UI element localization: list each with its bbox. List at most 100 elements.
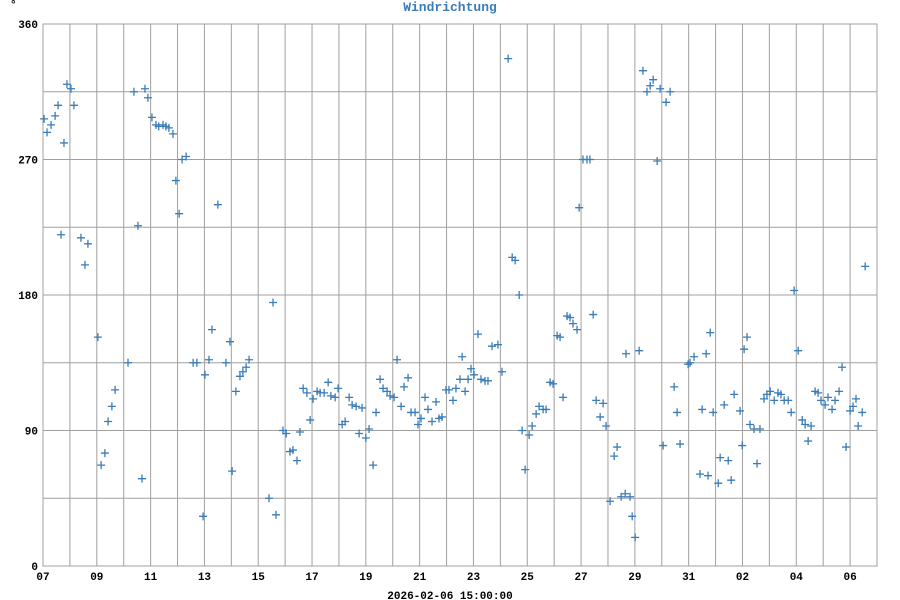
x-tick-label: 23 bbox=[467, 572, 481, 584]
point bbox=[345, 393, 354, 402]
point bbox=[192, 358, 201, 367]
point bbox=[610, 452, 619, 461]
point bbox=[204, 355, 213, 364]
y-tick-label: 270 bbox=[18, 156, 38, 168]
point bbox=[596, 412, 605, 421]
point bbox=[288, 446, 297, 455]
point bbox=[631, 533, 640, 542]
point bbox=[76, 233, 85, 242]
point bbox=[770, 396, 779, 405]
x-tick-label: 17 bbox=[305, 572, 318, 584]
point bbox=[613, 443, 622, 452]
point bbox=[326, 391, 335, 400]
point bbox=[107, 402, 116, 411]
point bbox=[171, 176, 180, 185]
point bbox=[649, 75, 658, 84]
point bbox=[469, 370, 478, 379]
x-tick-label: 07 bbox=[36, 572, 49, 584]
point bbox=[228, 467, 237, 476]
point bbox=[271, 510, 280, 519]
point bbox=[411, 408, 420, 417]
point bbox=[621, 489, 630, 498]
point bbox=[80, 260, 89, 269]
point bbox=[397, 402, 406, 411]
point bbox=[476, 375, 485, 384]
point bbox=[653, 157, 662, 166]
point bbox=[573, 325, 582, 334]
point bbox=[93, 333, 102, 342]
point bbox=[787, 408, 796, 417]
point bbox=[54, 101, 63, 110]
point bbox=[269, 298, 278, 307]
point bbox=[348, 400, 357, 409]
point bbox=[807, 421, 816, 430]
point bbox=[599, 399, 608, 408]
x-tick-label: 29 bbox=[628, 572, 641, 584]
point bbox=[760, 394, 769, 403]
point bbox=[379, 384, 388, 393]
point bbox=[861, 262, 870, 271]
point bbox=[743, 333, 752, 342]
point bbox=[528, 421, 537, 430]
point bbox=[831, 396, 840, 405]
point bbox=[111, 385, 120, 394]
point bbox=[656, 84, 665, 93]
point bbox=[464, 375, 473, 384]
point bbox=[798, 415, 807, 424]
point bbox=[69, 101, 78, 110]
point bbox=[421, 393, 430, 402]
point bbox=[432, 397, 441, 406]
point bbox=[376, 375, 385, 384]
point bbox=[521, 465, 530, 474]
point bbox=[542, 405, 551, 414]
chart-title: Windrichtung bbox=[403, 0, 497, 15]
point bbox=[617, 492, 626, 501]
point bbox=[104, 417, 113, 426]
point bbox=[842, 443, 851, 452]
point bbox=[585, 155, 594, 164]
point bbox=[835, 387, 844, 396]
point bbox=[714, 479, 723, 488]
point bbox=[51, 111, 60, 120]
point bbox=[264, 494, 273, 503]
point bbox=[458, 352, 467, 361]
point bbox=[727, 476, 736, 485]
point bbox=[242, 363, 251, 372]
point bbox=[390, 393, 399, 402]
point bbox=[200, 370, 209, 379]
point bbox=[559, 393, 568, 402]
point bbox=[854, 421, 863, 430]
point bbox=[686, 358, 695, 367]
point bbox=[602, 421, 611, 430]
point bbox=[804, 437, 813, 446]
point bbox=[292, 456, 301, 465]
point bbox=[858, 408, 867, 417]
point bbox=[57, 230, 66, 239]
point bbox=[670, 382, 679, 391]
point bbox=[666, 87, 675, 96]
point bbox=[525, 431, 534, 440]
point bbox=[164, 123, 173, 132]
x-tick-label: 06 bbox=[843, 572, 856, 584]
point bbox=[621, 349, 630, 358]
point bbox=[589, 310, 598, 319]
point bbox=[59, 138, 68, 147]
y-tick-label: 360 bbox=[18, 20, 38, 32]
point bbox=[245, 355, 254, 364]
point bbox=[231, 387, 240, 396]
point bbox=[133, 221, 142, 230]
point bbox=[444, 385, 453, 394]
point bbox=[138, 474, 147, 483]
point bbox=[716, 453, 725, 462]
point bbox=[515, 291, 524, 299]
point bbox=[511, 256, 520, 265]
point bbox=[154, 122, 163, 131]
point bbox=[673, 408, 682, 417]
point bbox=[662, 98, 671, 107]
point bbox=[821, 400, 830, 409]
point bbox=[738, 441, 747, 450]
point bbox=[646, 81, 655, 90]
x-tick-label: 21 bbox=[413, 572, 427, 584]
x-tick-label: 25 bbox=[521, 572, 535, 584]
point bbox=[404, 373, 413, 382]
